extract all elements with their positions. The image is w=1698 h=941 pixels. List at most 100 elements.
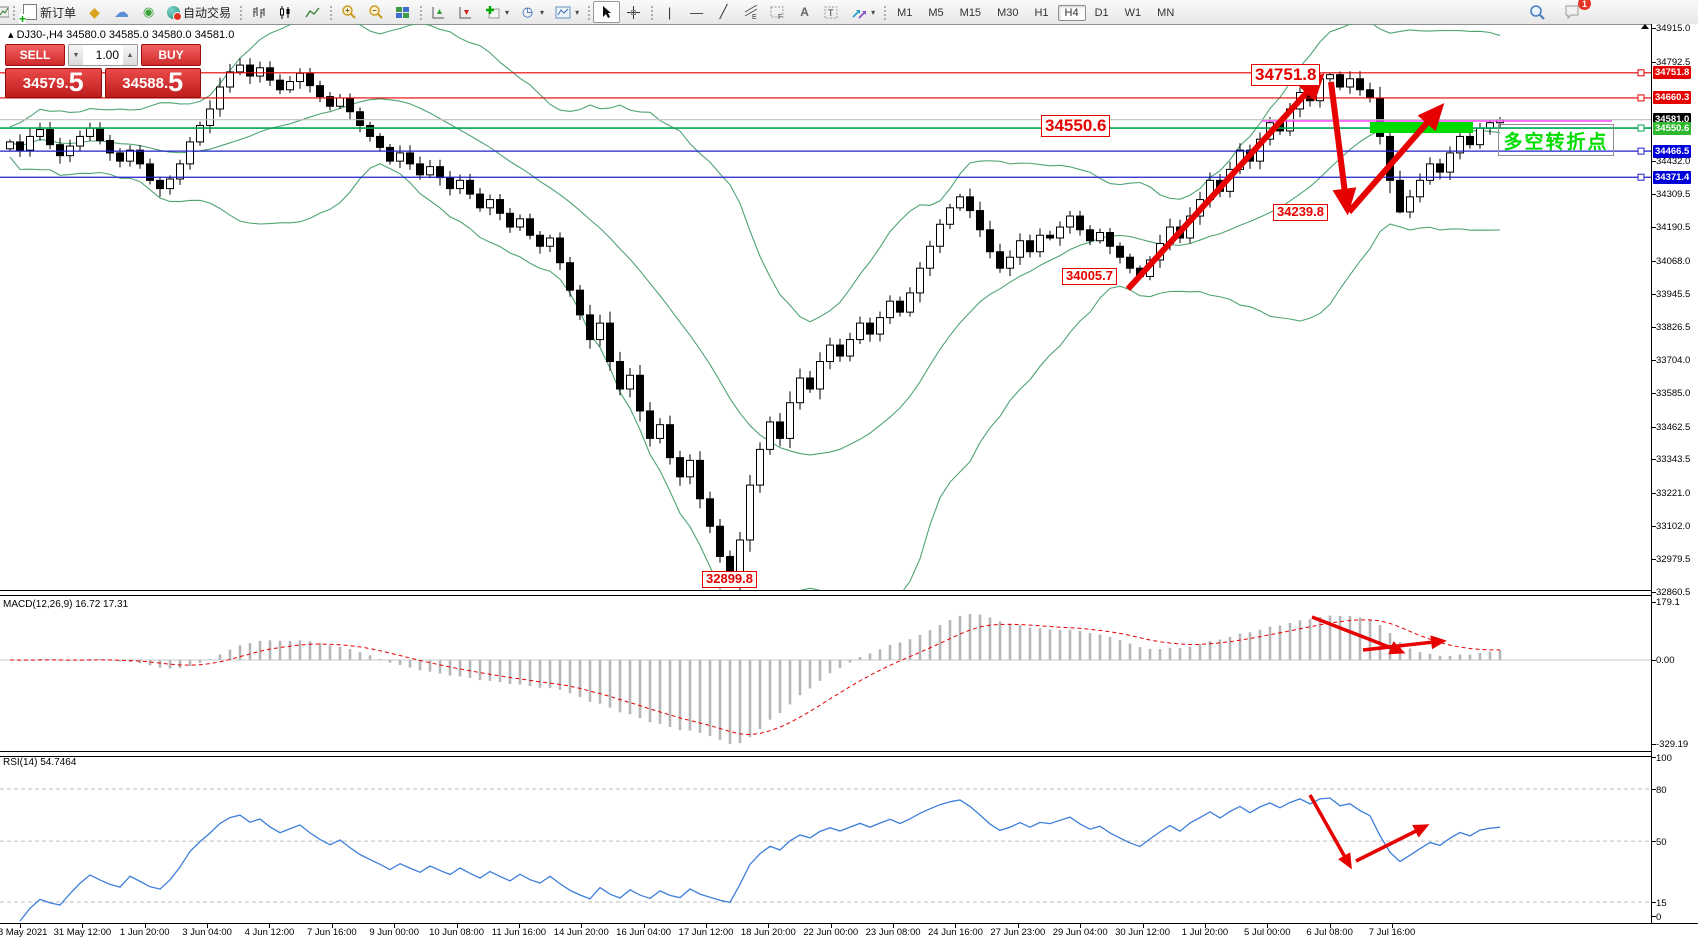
- rsi-arrow-2[interactable]: [1355, 824, 1430, 863]
- buy-price-main: 34588.: [122, 75, 169, 92]
- notifications-button[interactable]: 1: [1559, 0, 1591, 23]
- sell-price-button[interactable]: 34579. 5: [5, 68, 102, 98]
- search-button[interactable]: [1524, 1, 1551, 23]
- vline-tool-button[interactable]: |: [656, 1, 683, 23]
- fibo-tool-button[interactable]: E: [737, 1, 764, 23]
- rsi-panel-canvas[interactable]: [0, 755, 1651, 923]
- new-order-button[interactable]: 新订单: [18, 1, 81, 24]
- profile-button[interactable]: ☁: [108, 1, 135, 23]
- rsi-arrow-1[interactable]: [1308, 794, 1352, 870]
- price-axis-tick: [1652, 260, 1656, 262]
- volume-value[interactable]: 1.00: [95, 48, 119, 62]
- price-callout-34550.6[interactable]: 34550.6: [1041, 115, 1111, 137]
- crosshair-icon: [625, 4, 642, 21]
- timeframe-h1[interactable]: H1: [1034, 7, 1049, 19]
- level-line-anchor[interactable]: [1637, 124, 1645, 132]
- price-callout-34751.8[interactable]: 34751.8: [1251, 64, 1321, 86]
- rsi-axis-tick: [1652, 789, 1656, 790]
- signal-button[interactable]: ◉: [135, 1, 162, 23]
- timeframe-d1[interactable]: D1: [1094, 7, 1109, 19]
- add-indicator-button[interactable]: ▾: [479, 1, 514, 23]
- level-line-anchor[interactable]: [1637, 173, 1645, 181]
- dropdown-caret-icon: ▾: [540, 7, 545, 17]
- candle-chart-icon: [277, 4, 294, 21]
- price-callout-34239.8[interactable]: 34239.8: [1273, 204, 1328, 221]
- time-axis[interactable]: 28 May 2021 31 May 12:00 1 Jun 20:00 3 Jun …: [0, 923, 1698, 941]
- panel-divider[interactable]: [0, 751, 1651, 757]
- templates-button[interactable]: ▾: [549, 1, 584, 23]
- panel-divider[interactable]: [0, 590, 1651, 596]
- timeframe-m1[interactable]: M1: [897, 7, 913, 19]
- time-tick: [207, 924, 209, 928]
- time-label: 11 Jun 16:00: [491, 927, 547, 938]
- level-line-anchor[interactable]: [1637, 69, 1645, 77]
- macd-arrow-2[interactable]: [1362, 635, 1447, 652]
- time-label: 24 Jun 16:00: [927, 927, 983, 938]
- main-chart-canvas[interactable]: [0, 24, 1651, 590]
- add-indicator-icon: [484, 4, 501, 21]
- fibo-grid-tool-button[interactable]: F: [764, 1, 791, 23]
- periods-button[interactable]: ◷ ▾: [514, 1, 549, 23]
- time-label: 28 May 2021: [0, 927, 48, 938]
- timeframe-mn[interactable]: MN: [1157, 7, 1175, 19]
- timeframe-m5[interactable]: M5: [928, 7, 944, 19]
- timeframe-w1[interactable]: W1: [1124, 7, 1142, 19]
- volume-up-button[interactable]: ▲: [123, 45, 137, 65]
- indicator-sell-button[interactable]: [452, 1, 479, 23]
- sell-button[interactable]: SELL: [5, 44, 65, 66]
- indicator-buy-button[interactable]: [425, 1, 452, 23]
- price-axis-label: 32979.5: [1656, 554, 1691, 566]
- toolbar-grip: [11, 4, 16, 20]
- toolbar: 新订单 ◆ ☁ ◉ 自动交易 ▾ ◷▾ ▾ | — ╱ E F A T ▾ M1…: [0, 0, 1698, 25]
- profile-icon: ☁: [114, 4, 130, 21]
- toolbar-grip: [418, 4, 424, 20]
- price-axis[interactable]: 34915.0 34792.5 34432.0 34309.5 34190.5 34068…: [1651, 23, 1698, 923]
- clock-icon: ◷: [521, 4, 534, 19]
- trend-arrow-1[interactable]: [1125, 73, 1325, 292]
- cursor-tool-button[interactable]: [593, 1, 621, 23]
- volume-down-button[interactable]: ▼: [69, 45, 83, 65]
- bar-chart-button[interactable]: [245, 1, 272, 23]
- level-line-anchor[interactable]: [1637, 94, 1645, 102]
- templates-icon: [554, 4, 571, 21]
- auto-trading-button[interactable]: 自动交易: [162, 1, 236, 23]
- text-tool-button[interactable]: A: [791, 1, 818, 23]
- line-chart-button[interactable]: [299, 1, 326, 23]
- search-icon: [1529, 4, 1546, 21]
- zoom-out-button[interactable]: [362, 1, 389, 23]
- tile-windows-button[interactable]: [389, 1, 416, 23]
- text-label-tool-button[interactable]: T: [818, 1, 845, 23]
- bar-chart-icon: [250, 4, 267, 21]
- timeframe-m30[interactable]: M30: [997, 7, 1019, 19]
- price-axis-label: 33945.5: [1656, 289, 1691, 301]
- price-axis-tick: [1652, 360, 1656, 362]
- scroll-end-marker[interactable]: [1641, 24, 1649, 29]
- tile-windows-icon: [394, 4, 411, 21]
- price-callout-32899.8[interactable]: 32899.8: [702, 571, 757, 588]
- price-tag-34371.4: 34371.4: [1653, 170, 1692, 184]
- time-label: 18 Jun 20:00: [740, 927, 796, 938]
- crosshair-tool-button[interactable]: [620, 1, 647, 23]
- hline-tool-button[interactable]: —: [683, 1, 710, 23]
- trend-arrow-3[interactable]: [1346, 103, 1445, 214]
- timeframe-h4[interactable]: H4: [1057, 5, 1086, 21]
- dropdown-caret-icon: ▾: [871, 7, 876, 17]
- dropdown-caret-icon: ▾: [575, 7, 580, 17]
- time-label: 9 Jun 00:00: [369, 927, 419, 938]
- buy-price-button[interactable]: 34588. 5: [104, 68, 201, 98]
- market-watch-button[interactable]: ◆: [81, 1, 108, 23]
- buy-button[interactable]: BUY: [141, 44, 201, 66]
- level-line-anchor[interactable]: [1637, 147, 1645, 155]
- shapes-tool-button[interactable]: ▾: [845, 1, 880, 23]
- trend-arrow-2[interactable]: [1328, 81, 1357, 216]
- timeframe-m15[interactable]: M15: [959, 7, 982, 19]
- price-callout-34005.7[interactable]: 34005.7: [1062, 268, 1117, 285]
- volume-stepper: ▼ 1.00 ▲: [68, 44, 138, 66]
- candle-chart-button[interactable]: [272, 1, 299, 23]
- zoom-in-button[interactable]: [335, 1, 362, 23]
- macd-panel-canvas[interactable]: [0, 594, 1651, 751]
- trendline-tool-button[interactable]: ╱: [710, 1, 737, 23]
- note-annotation[interactable]: 多空转折点: [1498, 124, 1614, 156]
- sell-price-main: 34579.: [22, 75, 69, 92]
- rsi-axis-tick: [1652, 916, 1656, 917]
